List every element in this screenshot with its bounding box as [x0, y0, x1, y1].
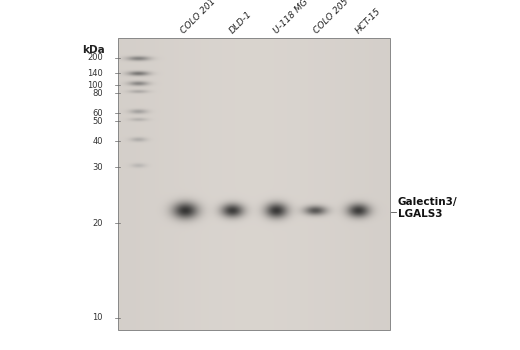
Text: 10: 10 — [93, 314, 103, 322]
Text: 50: 50 — [93, 117, 103, 126]
Text: 30: 30 — [93, 162, 103, 172]
Text: COLO 205: COLO 205 — [311, 0, 350, 35]
Text: 100: 100 — [87, 80, 103, 90]
Text: 40: 40 — [93, 136, 103, 146]
Bar — [118, 38, 390, 330]
Text: 200: 200 — [87, 54, 103, 63]
Text: 140: 140 — [87, 69, 103, 77]
Text: U-118 MG: U-118 MG — [271, 0, 309, 35]
Text: HCT-15: HCT-15 — [354, 6, 383, 35]
Text: COLO 201: COLO 201 — [179, 0, 217, 35]
Text: DLD-1: DLD-1 — [228, 9, 254, 35]
Text: kDa: kDa — [82, 45, 105, 55]
Text: 60: 60 — [93, 108, 103, 118]
Text: 20: 20 — [93, 218, 103, 228]
Text: 80: 80 — [93, 89, 103, 98]
Text: Galectin3/
LGALS3: Galectin3/ LGALS3 — [398, 197, 458, 219]
